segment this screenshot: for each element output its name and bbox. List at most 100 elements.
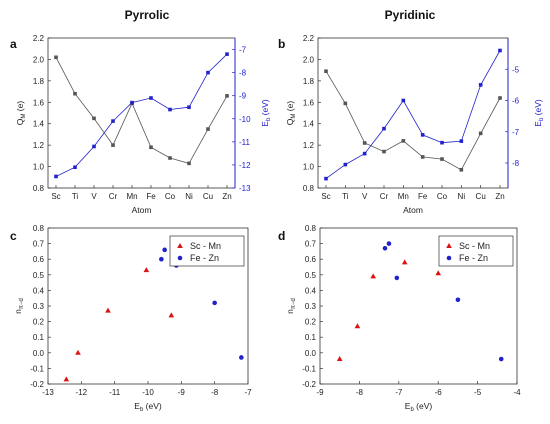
- x-tick-label-v: V: [362, 192, 368, 201]
- x-axis-label: Atom: [132, 205, 152, 215]
- data-point-sc-mn: [354, 323, 361, 329]
- data-point-left: [73, 91, 77, 96]
- y-tick-label: 0.0: [305, 349, 317, 358]
- y-tick-label: -0.2: [302, 380, 316, 389]
- y2-tick-label: -5: [512, 65, 520, 74]
- data-point-left: [382, 149, 386, 154]
- x-tick-label: -9: [178, 388, 186, 397]
- data-point-right: [498, 48, 502, 53]
- data-point-sc-mn: [435, 270, 441, 276]
- y-tick-label: 1.0: [303, 163, 315, 172]
- data-point-fe-zn: [455, 297, 461, 303]
- data-point-left: [54, 55, 58, 60]
- y-tick-label: -0.1: [30, 364, 44, 373]
- x-tick-label: -11: [109, 388, 121, 397]
- x-axis-label: Eb (eV): [405, 401, 433, 413]
- data-point-left: [498, 96, 502, 100]
- data-point-right: [382, 126, 386, 131]
- y-axis-label: nπ−d: [13, 298, 25, 314]
- y2-tick-label: -6: [512, 97, 520, 106]
- x-tick-label-fe: Fe: [418, 192, 428, 201]
- y-tick-label: 1.4: [33, 120, 45, 129]
- x-tick-label-cu: Cu: [476, 192, 486, 201]
- data-point-sc-mn: [75, 349, 81, 355]
- y2-axis-label: Eb (eV): [533, 99, 545, 127]
- data-point-right: [343, 162, 348, 167]
- panel-a: a 0.8 1.0 1.2 1.4 1.6 1.8 2.0 2.2 -13 -12 -11 -10 -9 -…: [10, 34, 272, 215]
- panel-letter-a: a: [10, 37, 17, 51]
- x-tick-label: -7: [244, 388, 252, 397]
- data-point-sc-mn: [336, 356, 343, 362]
- y-tick-label: 0.7: [305, 240, 317, 249]
- x-axis-label: Eb (eV): [134, 401, 162, 413]
- legend-marker-fe-zn: [446, 255, 452, 261]
- y-tick-label: 0.1: [33, 333, 45, 342]
- x-tick-label-zn: Zn: [222, 192, 231, 201]
- y-axis-label: QM (e): [285, 101, 297, 126]
- x-tick-label: -12: [76, 388, 88, 397]
- y-tick-label: 1.8: [33, 77, 45, 86]
- panel-letter-b: b: [278, 37, 285, 51]
- data-point-sc-mn: [63, 376, 70, 382]
- x-tick-label: -9: [316, 388, 324, 397]
- data-point-sc-mn: [105, 307, 111, 313]
- data-point-left: [362, 141, 367, 145]
- data-point-right: [459, 139, 464, 143]
- x-tick-label-fe: Fe: [146, 192, 156, 201]
- x-tick-label-cu: Cu: [203, 192, 213, 201]
- data-point-left: [459, 167, 464, 172]
- y-tick-label: -0.2: [30, 380, 44, 389]
- y2-tick-label: -7: [239, 46, 247, 55]
- x-tick-label-cr: Cr: [380, 192, 389, 201]
- data-point-fe-zn: [386, 241, 392, 246]
- x-tick-label-ti: Ti: [72, 192, 79, 201]
- y-tick-label: 0.5: [33, 271, 45, 280]
- data-point-left: [168, 156, 172, 160]
- data-point-left: [440, 157, 444, 161]
- y-tick-label: 1.4: [303, 120, 315, 129]
- y-tick-label: 2.0: [303, 55, 315, 64]
- x-tick-label: -5: [474, 388, 482, 397]
- x-tick-label: -8: [356, 388, 364, 397]
- x-tick-label-co: Co: [165, 192, 176, 201]
- series-line-right: [55, 53, 228, 177]
- y-tick-label: -0.1: [302, 364, 316, 373]
- data-point-left: [478, 131, 483, 136]
- data-point-sc-mn: [143, 267, 150, 273]
- x-tick-label-zn: Zn: [495, 192, 504, 201]
- panel-b: b 0.8 1.0 1.2 1.4 1.6 1.8 2.0 2.2 -8 -7 -6 -5 Sc Ti V Cr…: [278, 34, 545, 215]
- x-tick-label-v: V: [91, 192, 97, 201]
- legend-label: Fe - Zn: [190, 253, 219, 263]
- legend-marker-fe-zn: [177, 255, 183, 261]
- y-tick-label: 2.2: [33, 34, 45, 43]
- y-tick-label: 0.8: [33, 184, 45, 193]
- data-point-left: [111, 143, 115, 147]
- y-tick-label: 1.2: [303, 141, 315, 150]
- data-point-right: [92, 144, 96, 149]
- y-tick-label: 0.4: [33, 286, 45, 295]
- series-line-right: [325, 50, 501, 179]
- x-tick-label-ni: Ni: [458, 192, 466, 201]
- data-point-right: [324, 176, 328, 181]
- data-point-right: [478, 83, 483, 87]
- y2-tick-label: -8: [239, 69, 247, 78]
- y2-tick-label: -11: [239, 138, 251, 147]
- data-point-right: [206, 70, 210, 75]
- y-axis-label: QM (e): [15, 101, 27, 126]
- title-pyridinic: Pyridinic: [385, 8, 436, 22]
- legend-label: Sc - Mn: [459, 241, 490, 251]
- y-tick-label: 0.2: [305, 318, 317, 327]
- y-tick-label: 0.3: [305, 302, 317, 311]
- data-point-sc-mn: [370, 273, 376, 279]
- panel-letter-c: c: [10, 229, 17, 243]
- y-tick-label: 0.8: [305, 224, 317, 233]
- data-point-left: [343, 101, 348, 106]
- data-point-fe-zn: [498, 356, 504, 362]
- y2-axis-label: Eb (eV): [260, 99, 272, 127]
- x-tick-label-ti: Ti: [342, 192, 349, 201]
- y2-tick-label: -10: [239, 115, 251, 124]
- x-tick-label: -8: [211, 388, 219, 397]
- data-point-sc-mn: [168, 312, 175, 318]
- y-tick-label: 0.7: [33, 240, 45, 249]
- data-point-left: [420, 155, 425, 159]
